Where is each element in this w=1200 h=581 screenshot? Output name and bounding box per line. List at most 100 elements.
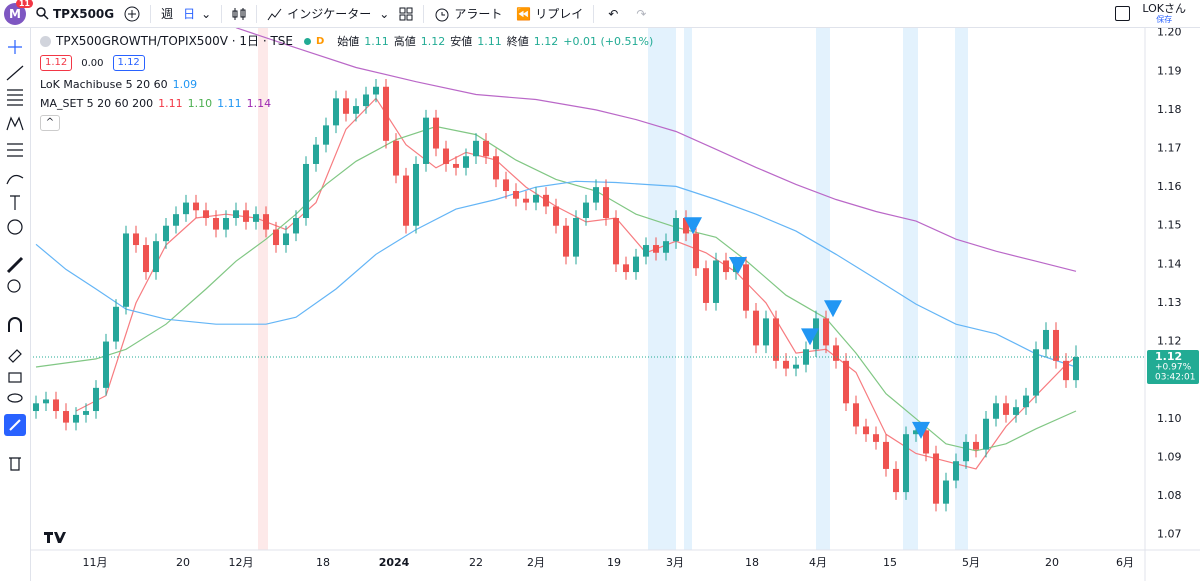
candle-body (843, 360, 849, 404)
symbol-search[interactable]: TPX500G (36, 7, 114, 21)
interval-day[interactable]: 日 (183, 7, 196, 21)
candle-body (53, 399, 59, 412)
grid-icon (399, 7, 413, 20)
crosshair-tool[interactable] (8, 40, 22, 54)
separator (221, 4, 223, 23)
candle-body (773, 318, 779, 361)
indicators-button[interactable]: インジケーター ⌄ (267, 5, 389, 22)
y-tick-label: 1.19 (1157, 64, 1182, 77)
candle-body (103, 341, 109, 388)
candle-body (1003, 403, 1009, 415)
candle-body (593, 187, 599, 203)
emoji-tool[interactable] (7, 219, 23, 235)
replay-button[interactable]: ⏪ リプレイ (516, 6, 584, 22)
text-tool[interactable] (10, 195, 20, 210)
redo-button[interactable]: ↷ (636, 6, 647, 21)
candle-body (983, 418, 989, 450)
signal-marker (824, 300, 842, 318)
indicator-value: 1.10 (187, 97, 213, 110)
indicator-value: 1.09 (172, 78, 198, 91)
candle-body (653, 245, 659, 253)
change-value: +0.01 (+0.51%) (563, 35, 654, 48)
sell-price[interactable]: 1.12 (40, 55, 73, 71)
buy-price[interactable]: 1.12 (112, 55, 145, 71)
symbol-legend: TPX500GROWTH/TOPIX500V · 1日 · TSE D 始値 1.… (40, 32, 653, 51)
candle-body (913, 430, 919, 435)
drawing-tools (4, 40, 26, 471)
candle-body (1053, 329, 1059, 361)
candle-body (703, 268, 709, 303)
save-button[interactable]: LOKさん 保存 (1142, 3, 1186, 25)
notification-badge: 11 (15, 0, 33, 8)
undo-button[interactable]: ↶ (608, 6, 619, 21)
alert-button[interactable]: アラート (434, 5, 502, 22)
signal-marker (912, 421, 930, 439)
zoom-tool[interactable] (7, 279, 21, 293)
low-label: 安値 (450, 35, 473, 48)
candle-body (643, 245, 649, 257)
open-value: 1.11 (364, 35, 389, 48)
y-tick-label: 1.07 (1157, 528, 1182, 541)
brush-tool[interactable] (6, 174, 24, 185)
lock-tool[interactable] (8, 372, 22, 383)
y-tick-label: 1.12 (1157, 335, 1182, 348)
x-tick-label: 4月 (809, 556, 827, 569)
chart-type-button[interactable] (232, 6, 246, 22)
y-tick-label: 1.10 (1157, 412, 1182, 425)
layout-toggle[interactable] (1115, 6, 1131, 21)
candle-body (893, 468, 899, 493)
ruler-tool[interactable] (6, 256, 24, 274)
fib-tool[interactable] (7, 89, 23, 106)
candle-body (513, 190, 519, 199)
collapse-legend[interactable]: ^ (40, 115, 60, 131)
candle-body (1013, 407, 1019, 415)
candle-body (73, 414, 79, 423)
candle-body (313, 144, 319, 164)
candle-body (793, 364, 799, 369)
candle-body (413, 163, 419, 226)
candle-body (883, 441, 889, 469)
pattern-tool[interactable] (6, 116, 24, 131)
indicator-row: LoK Machibuse 5 20 60 1.09 (40, 75, 653, 94)
candle-body (1023, 395, 1029, 408)
candle-body (33, 403, 39, 412)
y-tick-label: 1.08 (1157, 489, 1182, 502)
candle-body (603, 187, 609, 219)
magnet-tool[interactable] (8, 317, 22, 332)
candle-body (503, 179, 509, 191)
x-tick-label: 5月 (962, 556, 980, 569)
x-tick-label: 12月 (229, 556, 254, 569)
interval-week[interactable]: 週 (161, 7, 174, 21)
candle-body (203, 210, 209, 219)
indicator-legend: LoK Machibuse 5 20 60 1.09 MA_SET 5 20 60 … (40, 75, 653, 113)
signal-marker (801, 328, 819, 346)
candle-body (353, 106, 359, 114)
delete-tool[interactable] (9, 457, 21, 471)
prediction-tool[interactable] (7, 143, 23, 157)
moving-average (35, 125, 1077, 452)
candle-body (193, 202, 199, 211)
user-area: LOKさん 保存 (1115, 3, 1186, 25)
candle-body (253, 214, 259, 222)
visibility-tool[interactable] (7, 393, 23, 403)
lock-drawings-tool[interactable] (8, 349, 22, 363)
candle-body (1033, 349, 1039, 396)
candle-body (973, 441, 979, 450)
avatar-letter: M (9, 6, 21, 21)
plus-icon (124, 6, 140, 21)
candle-body (423, 117, 429, 164)
y-tick-label: 1.15 (1157, 219, 1182, 232)
compare-button[interactable] (124, 6, 140, 22)
symbol: TPX500G (53, 6, 115, 21)
candle-body (713, 260, 719, 303)
layouts-button[interactable] (399, 7, 413, 21)
candle-body (923, 430, 929, 454)
trendline-tool[interactable] (6, 65, 24, 81)
candle-body (233, 210, 239, 219)
avatar[interactable]: M 11 (4, 0, 33, 25)
interval-dropdown[interactable]: ⌄ (201, 6, 212, 21)
close-label: 終値 (506, 35, 529, 48)
candle-body (803, 349, 809, 365)
moving-average (75, 97, 1077, 470)
